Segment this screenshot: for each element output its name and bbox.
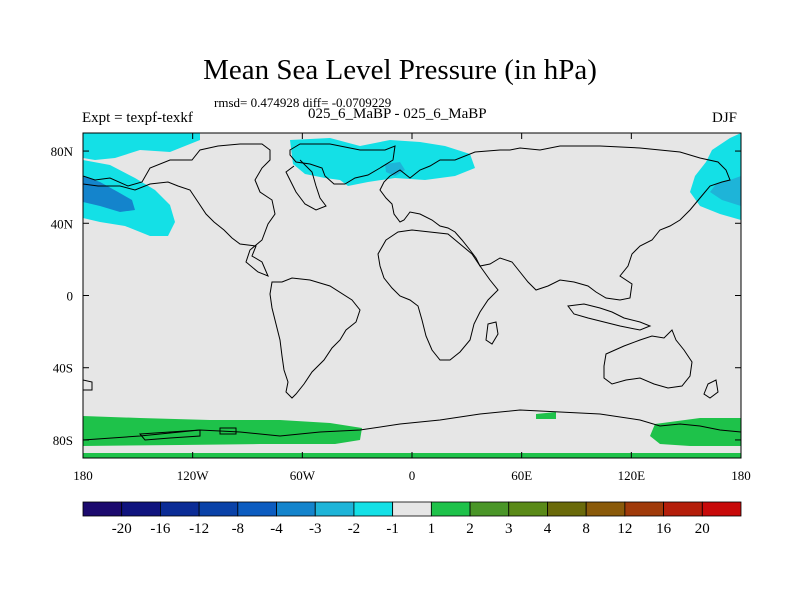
lat-label: 40N	[51, 216, 74, 231]
anomaly-small-south	[536, 412, 556, 419]
colorbar-label: 2	[466, 521, 474, 537]
coast-indonesia	[567, 303, 652, 331]
colorbar-swatch	[353, 501, 394, 517]
colorbar-label: -16	[150, 521, 170, 537]
coast-madagascar	[485, 321, 499, 345]
lat-label: 80S	[53, 433, 73, 448]
season-label: DJF	[712, 110, 738, 126]
colorbar-swatch	[392, 501, 432, 517]
coast-archipelago	[285, 159, 327, 211]
coast-africa	[377, 229, 499, 361]
coast-greenland	[289, 143, 396, 185]
lat-label: 0	[67, 289, 74, 304]
anomaly-north-pacific-core	[83, 176, 135, 212]
colorbar-label: 12	[617, 521, 632, 537]
latitude-axis: 80N 40N 0 40S 80S	[51, 144, 741, 448]
lon-label: 60W	[290, 468, 316, 483]
lon-label: 180	[73, 468, 93, 483]
lat-label: 40S	[53, 361, 73, 376]
colorbar-label: -1	[386, 521, 399, 537]
anomaly-arctic-central-core	[385, 162, 405, 176]
lon-label: 60E	[511, 468, 532, 483]
colorbar-swatch	[585, 501, 626, 517]
coast-south-america	[269, 277, 361, 399]
runs-label: 025_6_MaBP - 025_6_MaBP	[308, 106, 487, 122]
colorbar-swatch	[237, 501, 277, 517]
colorbar-label: 8	[582, 521, 590, 537]
colorbar-label: -8	[232, 521, 245, 537]
coast-eurasia	[379, 145, 731, 301]
lat-label: 80N	[51, 144, 74, 159]
colorbar-swatch	[624, 501, 664, 517]
colorbar-label: 20	[695, 521, 710, 537]
colorbar-swatch	[276, 501, 316, 517]
colorbar-label: -3	[309, 521, 322, 537]
longitude-axis: 180 120W 60W 0 60E 120E 180	[73, 133, 751, 483]
colorbar-swatch	[701, 501, 742, 517]
coastlines	[83, 143, 741, 441]
anomaly-arctic-central	[290, 138, 475, 186]
map-title: Mean Sea Level Pressure (in hPa)	[203, 54, 597, 86]
colorbar-label: -12	[189, 521, 209, 537]
colorbar-label: -2	[348, 521, 361, 537]
lon-label: 120E	[618, 468, 646, 483]
experiment-label: Expt = texpf-texkf	[82, 110, 193, 126]
coast-north-america	[83, 143, 276, 277]
colorbar-swatch	[82, 501, 123, 517]
colorbar: -20 -16 -12 -8 -4 -3 -2 -1 1 2 3 4 8 12 16 20	[82, 501, 742, 537]
stats-text: rmsd= 0.474928 diff= -0.0709229	[214, 95, 392, 110]
coast-australia	[603, 329, 693, 389]
colorbar-label: 16	[656, 521, 672, 537]
colorbar-swatch	[160, 501, 200, 517]
map-background	[83, 133, 741, 458]
colorbar-label: 1	[428, 521, 436, 537]
colorbar-swatch	[469, 501, 510, 517]
coast-west-edge	[83, 379, 93, 391]
colorbar-swatch	[508, 501, 548, 517]
colorbar-label: -4	[270, 521, 283, 537]
lon-label: 120W	[177, 468, 210, 483]
colorbar-swatch	[663, 501, 703, 517]
anomaly-arctic-west	[83, 133, 200, 160]
colorbar-swatch	[121, 501, 161, 517]
colorbar-label: 4	[544, 521, 552, 537]
lon-label: 180	[731, 468, 751, 483]
colorbar-swatch	[547, 501, 587, 517]
colorbar-label: 3	[505, 521, 513, 537]
coast-new-zealand	[703, 379, 719, 399]
colorbar-swatch	[430, 501, 471, 517]
coast-antarctic-islands	[138, 427, 237, 441]
coast-antarctica	[83, 409, 741, 441]
lon-label: 0	[409, 468, 416, 483]
colorbar-swatch	[198, 501, 239, 517]
colorbar-label: -20	[112, 521, 132, 537]
colorbar-swatch	[314, 501, 355, 517]
